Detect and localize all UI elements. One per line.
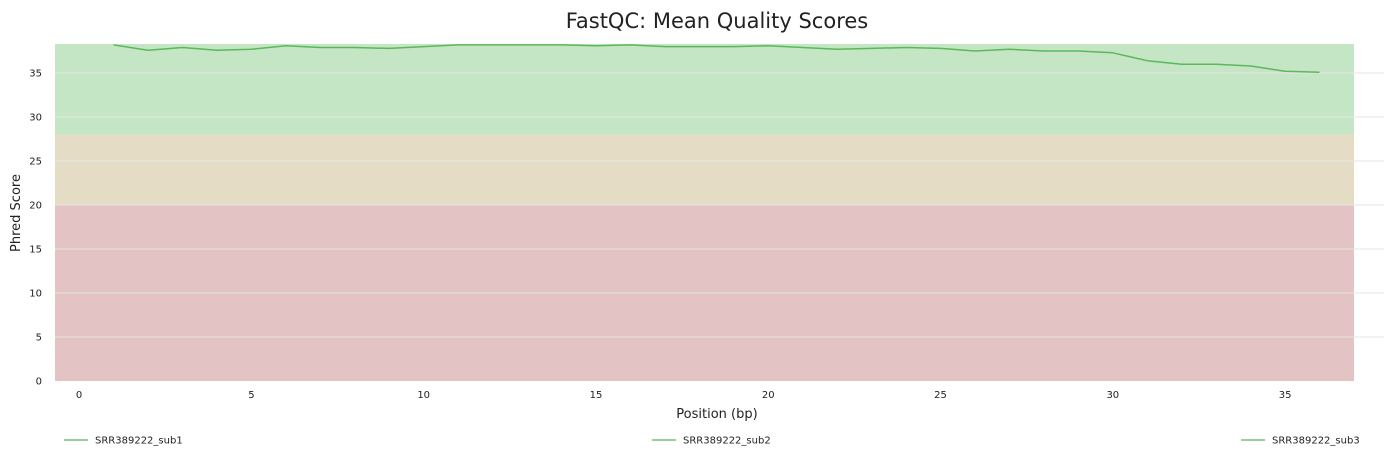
y-tick-label: 10 <box>29 289 42 300</box>
x-tick-label: 20 <box>762 390 775 401</box>
legend-label: SRR389222_sub3 <box>1272 436 1360 447</box>
y-tick-label: 15 <box>29 245 42 256</box>
x-tick-label: 0 <box>76 390 82 401</box>
legend-label: SRR389222_sub1 <box>95 436 183 447</box>
y-tick-label: 5 <box>36 333 42 344</box>
y-tick-label: 35 <box>29 69 42 80</box>
x-tick-label: 30 <box>1106 390 1119 401</box>
gridlines <box>55 72 1384 338</box>
legend-item[interactable]: SRR389222_sub1 <box>64 436 183 447</box>
x-tick-label: 35 <box>1279 390 1292 401</box>
x-axis-label: Position (bp) <box>676 407 757 422</box>
y-tick-label: 30 <box>29 113 42 124</box>
quality-band-2 <box>55 44 1354 135</box>
y-axis-ticks: 0 5 10 15 20 25 30 35 <box>29 69 42 388</box>
series-line-0 <box>113 44 1320 73</box>
quality-band-1 <box>55 134 1354 206</box>
legend[interactable]: SRR389222_sub1 SRR389222_sub2 SRR389222_su… <box>64 436 1360 447</box>
legend-label: SRR389222_sub2 <box>683 436 771 447</box>
y-tick-label: 20 <box>29 201 42 212</box>
series-lines <box>113 44 1320 73</box>
legend-item[interactable]: SRR389222_sub3 <box>1241 436 1360 447</box>
x-tick-label: 25 <box>934 390 947 401</box>
quality-bands <box>55 44 1354 381</box>
x-tick-label: 15 <box>590 390 603 401</box>
y-tick-label: 0 <box>36 377 42 388</box>
legend-item[interactable]: SRR389222_sub2 <box>652 436 771 447</box>
x-tick-label: 10 <box>417 390 430 401</box>
y-tick-label: 25 <box>29 157 42 168</box>
x-tick-label: 5 <box>248 390 254 401</box>
y-axis-label: Phred Score <box>9 174 24 252</box>
chart-title: FastQC: Mean Quality Scores <box>566 9 869 33</box>
x-axis-ticks: 0 5 10 15 20 25 30 35 <box>76 390 1292 401</box>
